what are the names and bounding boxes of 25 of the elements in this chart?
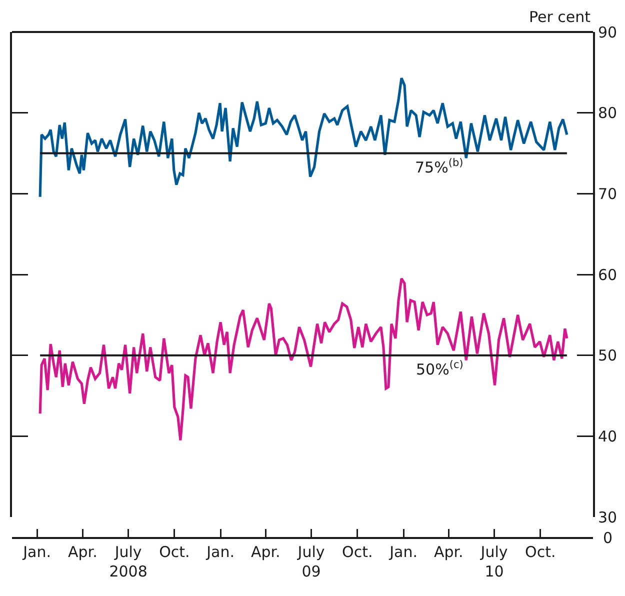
x-tick-label: Jan. — [388, 543, 418, 561]
x-tick-label: Oct. — [525, 543, 556, 561]
x-tick-label: July 10 — [480, 543, 508, 580]
x-tick-label: Oct. — [342, 543, 373, 561]
y-axis-title: Per cent — [529, 8, 591, 26]
y-tick-label: 40 — [598, 427, 618, 446]
x-tick-label: July 09 — [296, 543, 325, 580]
x-tick-label: July 2008 — [109, 543, 148, 580]
line-series — [38, 277, 568, 442]
x-tick-label: Oct. — [159, 543, 190, 561]
x-tick-label: Apr. — [250, 543, 280, 561]
y-tick-label: 90 — [598, 23, 618, 42]
ref-line-label: 75%$^{(b)}$ — [415, 157, 464, 176]
y-tick-label: 60 — [598, 266, 618, 284]
x-tick-label: Apr. — [434, 543, 464, 561]
x-tick-label: Apr. — [68, 543, 98, 561]
line-series — [38, 76, 568, 198]
x-tick-label: Jan. — [206, 543, 234, 561]
y-tick-label: 70 — [598, 184, 618, 203]
y-tick-label: 30 — [598, 508, 618, 526]
y-tick-label: 50 — [598, 346, 618, 365]
y-tick-label: 80 — [598, 104, 618, 122]
text: 0 — [603, 529, 613, 547]
x-tick-label: Jan. — [22, 543, 52, 561]
ref-line-label: 50%$^{(c)}$ — [416, 359, 464, 378]
